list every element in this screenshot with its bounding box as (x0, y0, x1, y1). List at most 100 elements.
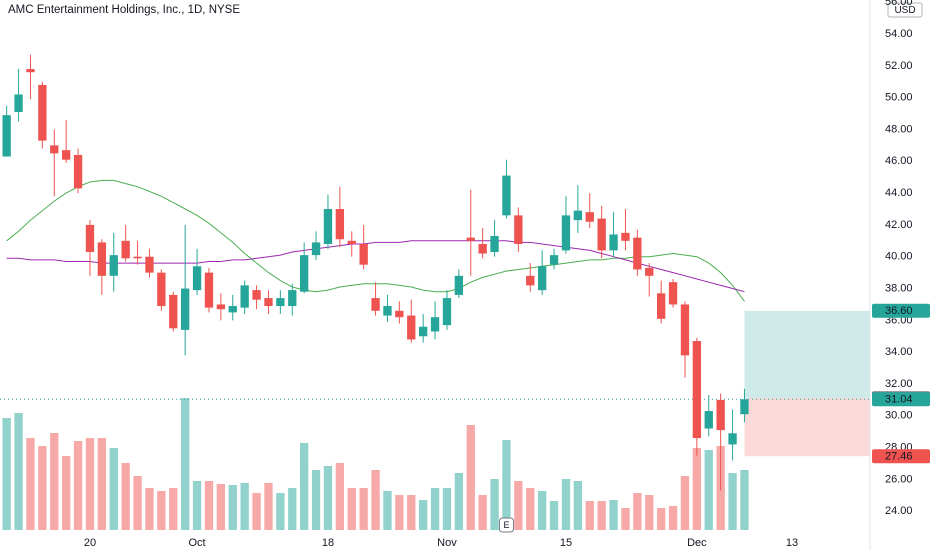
candle-body (371, 298, 380, 311)
candle-body (50, 145, 59, 154)
volume-bar (240, 483, 249, 530)
volume-bar (252, 493, 261, 530)
candle-body (192, 266, 202, 291)
candle-body (204, 272, 214, 308)
candle-body (716, 399, 725, 431)
volume-bar (549, 501, 559, 530)
volume-bar (478, 495, 487, 530)
volume-bar (430, 488, 440, 530)
candle-body (383, 306, 392, 316)
candle-body (407, 315, 416, 340)
candle-body (335, 209, 345, 240)
candle-body (609, 234, 618, 251)
candle-body (228, 306, 237, 313)
volume-bar (228, 485, 237, 530)
candle-body (668, 282, 678, 305)
candle-body (85, 224, 95, 252)
moving-average (6, 240, 745, 293)
candle-body (288, 290, 297, 307)
target-price-label: 36.60 (885, 305, 913, 317)
y-tick-label: 24.00 (885, 505, 913, 517)
candle-body (2, 115, 11, 157)
y-tick-label: 38.00 (885, 282, 913, 294)
candle-body (38, 84, 47, 141)
volume-bar (216, 484, 226, 530)
candle-body (478, 244, 487, 254)
candle-body (180, 288, 190, 330)
y-tick-label: 52.00 (885, 60, 913, 72)
volume-bar (418, 500, 428, 530)
volume-bar (97, 438, 107, 530)
volume-bar (276, 493, 285, 530)
stop-price-label: 27.46 (885, 451, 913, 463)
volume-bar (645, 495, 654, 530)
volume-bar (14, 413, 23, 530)
volume-bar (85, 438, 95, 530)
volume-bar (609, 500, 618, 530)
profit-zone (744, 310, 870, 399)
candle-body (323, 209, 333, 245)
y-tick-label: 54.00 (885, 28, 913, 40)
volume-bar (73, 441, 83, 530)
last-price-label: 31.04 (885, 394, 913, 406)
candle-body (585, 212, 594, 222)
x-tick-label: 15 (560, 537, 572, 549)
candle-body (299, 255, 309, 292)
volume-bar (680, 476, 690, 530)
target-price-label-box (872, 303, 930, 318)
candle-body (73, 154, 83, 189)
volume-bar (371, 470, 380, 530)
volume-bar (204, 481, 214, 530)
volume-bar (383, 491, 392, 530)
x-tick-label: 13 (786, 537, 798, 549)
candle-body (145, 256, 154, 273)
currency: USD (894, 5, 915, 16)
volume-bar (157, 491, 166, 530)
volume-bar (728, 473, 737, 530)
candle-body (97, 242, 107, 276)
y-tick-label: 44.00 (885, 187, 913, 199)
volume-bar (597, 501, 606, 530)
candle-body (14, 94, 23, 112)
stop-price-label-box (872, 449, 930, 464)
volume-bar (26, 438, 35, 530)
candle-body (692, 341, 702, 439)
candle-body (359, 244, 368, 265)
volume-bar (442, 488, 452, 530)
candle-body (656, 293, 666, 319)
candle-body (418, 326, 428, 337)
candle-body (454, 275, 464, 295)
volume-bar (466, 425, 475, 530)
candle-body (621, 232, 630, 241)
currency-box (887, 2, 923, 18)
x-tick-label: 20 (84, 537, 96, 549)
x-tick-label: Dec (687, 537, 707, 549)
candle-body (121, 240, 130, 259)
volume-bar (145, 488, 154, 530)
volume-bar (192, 481, 202, 530)
candle-body (252, 290, 261, 300)
volume-bar (573, 481, 583, 530)
volume-bar (621, 508, 630, 530)
candle-body (109, 255, 118, 276)
candle-body (347, 240, 356, 245)
x-tick-label: 18 (322, 537, 334, 549)
candle-body (537, 266, 547, 291)
volume-bar (323, 466, 333, 530)
y-tick-label: 26.00 (885, 473, 913, 485)
volume-bar (38, 446, 47, 530)
candle-body (264, 298, 273, 307)
candle-body (526, 275, 535, 286)
y-tick-label: 56.00 (885, 0, 913, 8)
candle-body (573, 210, 583, 221)
earnings-icon (498, 517, 514, 533)
y-tick-label: 30.00 (885, 410, 913, 422)
y-tick-label: 34.00 (885, 346, 913, 358)
candle-body (395, 310, 404, 318)
candle-body (133, 256, 142, 259)
volume-bar (359, 488, 368, 530)
candle-body (561, 215, 571, 251)
candle-body (633, 237, 642, 270)
